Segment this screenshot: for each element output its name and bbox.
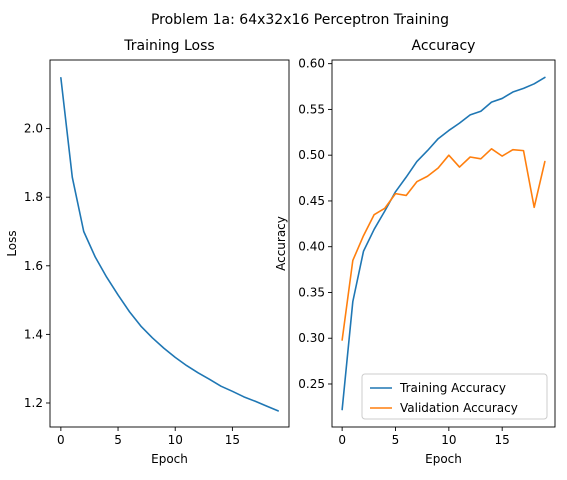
accuracy-panel: 0 5 10 15 0.25 0.30 0.35 0.40 0.45 0.50 0.55 0.60 Ac… bbox=[274, 38, 556, 466]
accuracy-ytick-label: 0.60 bbox=[298, 57, 325, 71]
loss-ylabel: Loss bbox=[5, 230, 19, 256]
accuracy-ylabel: Accuracy bbox=[274, 216, 288, 271]
accuracy-axes-frame bbox=[331, 59, 556, 428]
figure-title: Problem 1a: 64x32x16 Perceptron Training bbox=[151, 12, 449, 28]
loss-line bbox=[60, 77, 279, 412]
loss-xtick-label: 10 bbox=[168, 433, 183, 447]
loss-title: Training Loss bbox=[123, 38, 214, 54]
accuracy-ytick-label: 0.50 bbox=[298, 148, 325, 162]
accuracy-ytick-label: 0.40 bbox=[298, 240, 325, 254]
legend: Training Accuracy Validation Accuracy bbox=[361, 373, 548, 420]
accuracy-xtick-label: 15 bbox=[495, 433, 510, 447]
training-accuracy-line bbox=[341, 76, 546, 411]
legend-box bbox=[361, 373, 548, 420]
validation-accuracy-line bbox=[341, 147, 546, 341]
accuracy-xtick-label: 0 bbox=[338, 433, 346, 447]
accuracy-ytick-label: 0.45 bbox=[298, 194, 325, 208]
training-accuracy-legend-label: Training Accuracy bbox=[399, 381, 506, 395]
accuracy-ytick-label: 0.25 bbox=[298, 377, 325, 391]
accuracy-ytick-label: 0.55 bbox=[298, 102, 325, 116]
accuracy-xtick-label: 5 bbox=[392, 433, 400, 447]
accuracy-xlabel: Epoch bbox=[425, 452, 462, 466]
loss-xtick-label: 15 bbox=[225, 433, 240, 447]
loss-ytick-label: 1.6 bbox=[24, 259, 43, 273]
loss-panel: 0 5 10 15 1.2 1.4 1.6 1.8 2.0 Training Loss Epoch L… bbox=[5, 38, 290, 466]
accuracy-ytick-label: 0.30 bbox=[298, 331, 325, 345]
loss-ytick-label: 1.4 bbox=[24, 327, 43, 341]
loss-ytick-label: 1.8 bbox=[24, 190, 43, 204]
loss-ytick-label: 1.2 bbox=[24, 396, 43, 410]
accuracy-ytick-label: 0.35 bbox=[298, 285, 325, 299]
validation-accuracy-legend-label: Validation Accuracy bbox=[400, 401, 518, 415]
loss-xlabel: Epoch bbox=[151, 452, 188, 466]
accuracy-title: Accuracy bbox=[412, 38, 476, 54]
loss-xtick-label: 0 bbox=[57, 433, 65, 447]
accuracy-xtick-label: 10 bbox=[441, 433, 456, 447]
loss-ytick-label: 2.0 bbox=[24, 122, 43, 136]
loss-xtick-label: 5 bbox=[114, 433, 122, 447]
loss-axes-frame bbox=[49, 59, 290, 428]
